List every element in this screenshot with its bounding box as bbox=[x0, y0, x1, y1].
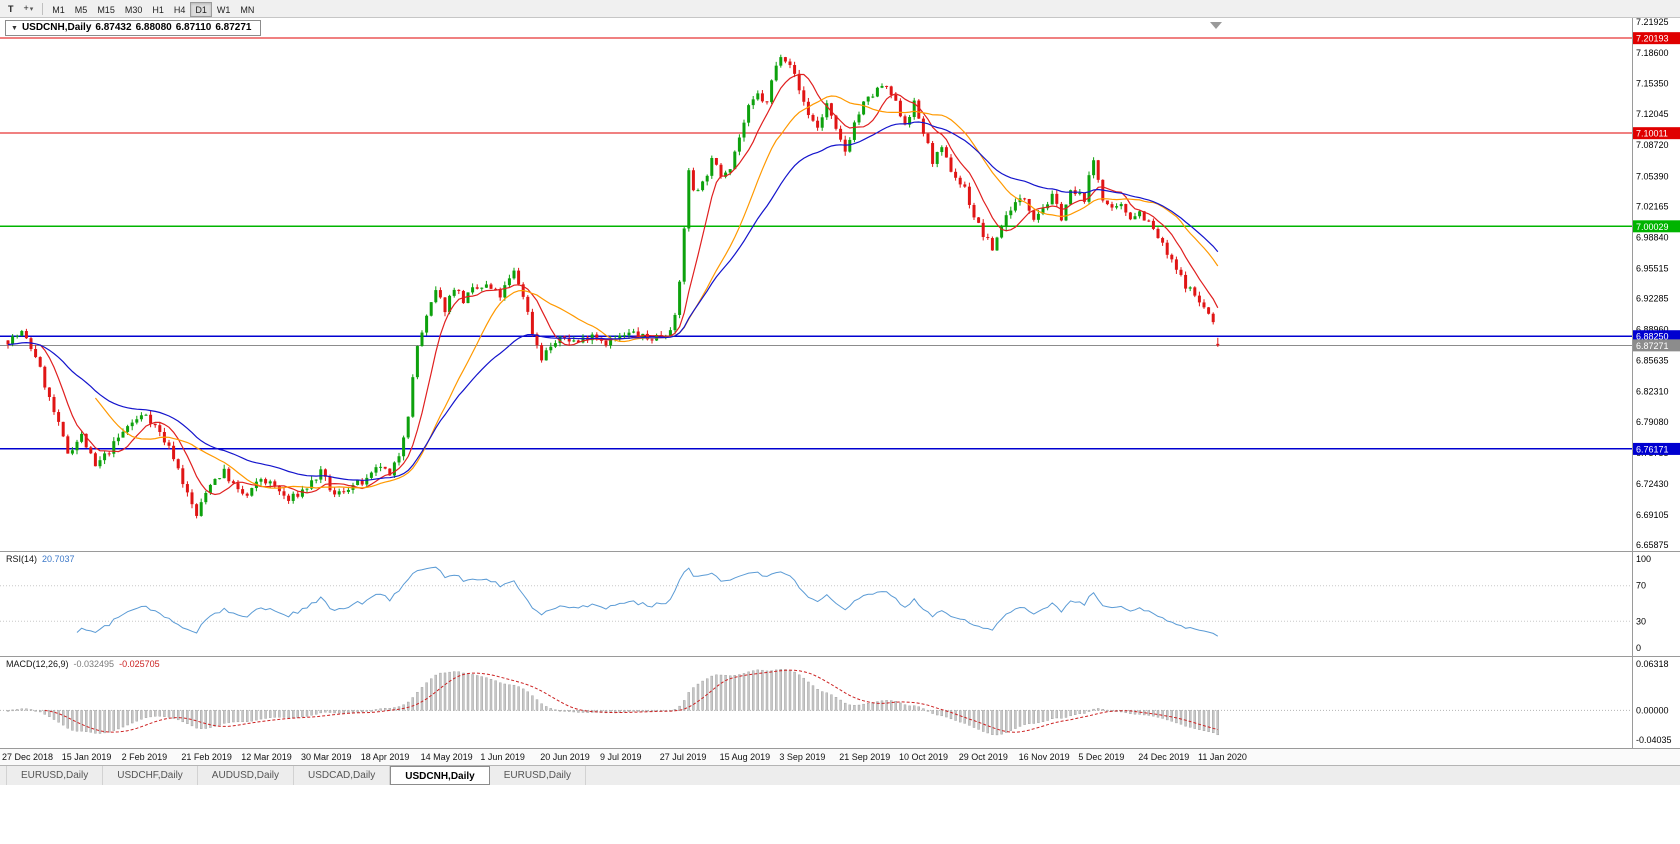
svg-text:3 Sep 2019: 3 Sep 2019 bbox=[779, 752, 825, 762]
timeframe-m15-button[interactable]: M15 bbox=[92, 2, 120, 17]
date-axis[interactable]: 27 Dec 2018 15 Jan 2019 2 Feb 2019 21 Feb 2… bbox=[2, 752, 1247, 762]
svg-text:7.05390: 7.05390 bbox=[1636, 171, 1669, 181]
timeframe-h4-button[interactable]: H4 bbox=[169, 2, 191, 17]
chart-shift-marker[interactable] bbox=[1210, 22, 1222, 29]
svg-text:6.76171: 6.76171 bbox=[1636, 444, 1669, 454]
timeframe-d1-button[interactable]: D1 bbox=[190, 2, 212, 17]
svg-text:6.88250: 6.88250 bbox=[1636, 332, 1669, 342]
ma-35-line bbox=[7, 121, 1219, 481]
svg-text:30: 30 bbox=[1636, 616, 1646, 626]
chart-tab-1-usdchf[interactable]: USDCHF,Daily bbox=[103, 766, 198, 785]
svg-text:16 Nov 2019: 16 Nov 2019 bbox=[1019, 752, 1070, 762]
low-value: 6.87110 bbox=[175, 22, 212, 33]
svg-text:30 Mar 2019: 30 Mar 2019 bbox=[301, 752, 352, 762]
chart-tabbar: EURUSD,Daily USDCHF,Daily AUDUSD,Daily USDC… bbox=[0, 765, 1680, 785]
macd-axis[interactable]: 0.06318 0.00000 -0.04035 bbox=[1636, 659, 1672, 745]
svg-text:7.12045: 7.12045 bbox=[1636, 109, 1669, 119]
open-value: 6.87432 bbox=[95, 22, 132, 33]
svg-text:27 Jul 2019: 27 Jul 2019 bbox=[660, 752, 707, 762]
rsi-line bbox=[76, 566, 1219, 637]
svg-text:6.87271: 6.87271 bbox=[1636, 341, 1669, 351]
svg-text:5 Dec 2019: 5 Dec 2019 bbox=[1078, 752, 1124, 762]
svg-text:7.20193: 7.20193 bbox=[1636, 34, 1669, 44]
macd-histogram bbox=[6, 669, 1220, 736]
svg-text:15 Jan 2019: 15 Jan 2019 bbox=[62, 752, 112, 762]
ohlc-header: ▼ USDCNH,Daily 6.87432 6.88080 6.87110 6.8727… bbox=[5, 20, 262, 36]
svg-text:29 Oct 2019: 29 Oct 2019 bbox=[959, 752, 1008, 762]
svg-text:6.69105: 6.69105 bbox=[1636, 510, 1669, 520]
chart-tab-0-eurusd[interactable]: EURUSD,Daily bbox=[6, 766, 104, 785]
chart-window: 7.21925 7.18600 7.15350 7.12045 7.08720 7.053… bbox=[0, 17, 1680, 765]
timeframe-w1-button[interactable]: W1 bbox=[212, 2, 236, 17]
svg-text:6.98840: 6.98840 bbox=[1636, 232, 1669, 242]
rsi-axis[interactable]: 100 70 30 0 bbox=[1636, 554, 1651, 653]
timeframe-m1-button[interactable]: M1 bbox=[47, 2, 70, 17]
svg-text:6.88960: 6.88960 bbox=[1636, 325, 1669, 335]
svg-text:14 May 2019: 14 May 2019 bbox=[421, 752, 473, 762]
macd-signal-line bbox=[44, 669, 1218, 733]
svg-text:7.00029: 7.00029 bbox=[1636, 222, 1669, 232]
ma-8-line bbox=[39, 73, 1219, 496]
hlines-layer bbox=[0, 37, 1633, 450]
svg-text:1 Jun 2019: 1 Jun 2019 bbox=[480, 752, 525, 762]
svg-text:6.82310: 6.82310 bbox=[1636, 387, 1669, 397]
svg-text:18 Apr 2019: 18 Apr 2019 bbox=[361, 752, 410, 762]
svg-text:7.10011: 7.10011 bbox=[1636, 129, 1668, 139]
svg-text:15 Aug 2019: 15 Aug 2019 bbox=[720, 752, 771, 762]
svg-text:20 Jun 2019: 20 Jun 2019 bbox=[540, 752, 590, 762]
collapse-arrow-icon[interactable]: ▼ bbox=[11, 25, 18, 32]
svg-text:7.18600: 7.18600 bbox=[1636, 48, 1669, 58]
svg-text:70: 70 bbox=[1636, 581, 1646, 591]
svg-text:6.92285: 6.92285 bbox=[1636, 294, 1669, 304]
svg-text:6.65875: 6.65875 bbox=[1636, 540, 1669, 550]
ma-20-line bbox=[94, 95, 1219, 489]
svg-text:0.00000: 0.00000 bbox=[1636, 705, 1669, 715]
chart-tab-5-eurusd[interactable]: EURUSD,Daily bbox=[490, 766, 586, 785]
svg-text:0.06318: 0.06318 bbox=[1636, 659, 1669, 669]
timeframe-mn-button[interactable]: MN bbox=[235, 2, 259, 17]
toolbar-separator bbox=[42, 2, 44, 15]
svg-text:11 Jan 2020: 11 Jan 2020 bbox=[1198, 752, 1247, 762]
crosshair-tool-button[interactable]: +▾ bbox=[19, 1, 39, 16]
svg-text:9 Jul 2019: 9 Jul 2019 bbox=[600, 752, 642, 762]
svg-text:0: 0 bbox=[1636, 643, 1641, 653]
svg-text:10 Oct 2019: 10 Oct 2019 bbox=[899, 752, 948, 762]
high-value: 6.88080 bbox=[135, 22, 172, 33]
timeframe-button-group: M1 M5 M15 M30 H1 H4 D1 W1 MN bbox=[47, 0, 259, 18]
svg-text:7.02165: 7.02165 bbox=[1636, 201, 1669, 211]
chart-tab-3-usdcad[interactable]: USDCAD,Daily bbox=[294, 766, 391, 785]
svg-text:6.72430: 6.72430 bbox=[1636, 479, 1669, 489]
close-value: 6.87271 bbox=[215, 22, 252, 33]
svg-text:-0.04035: -0.04035 bbox=[1636, 735, 1672, 745]
svg-text:6.79080: 6.79080 bbox=[1636, 417, 1669, 427]
dropdown-caret-icon: ▾ bbox=[29, 6, 34, 13]
svg-text:6.95515: 6.95515 bbox=[1636, 263, 1669, 273]
timeframe-m5-button[interactable]: M5 bbox=[70, 2, 93, 17]
svg-text:24 Dec 2019: 24 Dec 2019 bbox=[1138, 752, 1189, 762]
svg-text:100: 100 bbox=[1636, 554, 1651, 564]
crosshair-icon: + bbox=[23, 3, 29, 13]
svg-text:7.15350: 7.15350 bbox=[1636, 78, 1669, 88]
svg-text:6.85635: 6.85635 bbox=[1636, 356, 1669, 366]
chart-canvas[interactable]: 7.21925 7.18600 7.15350 7.12045 7.08720 7.053… bbox=[0, 17, 1680, 765]
t-button[interactable]: T bbox=[3, 1, 19, 16]
svg-text:12 Mar 2019: 12 Mar 2019 bbox=[241, 752, 292, 762]
price-axis[interactable]: 7.21925 7.18600 7.15350 7.12045 7.08720 7.053… bbox=[1636, 17, 1669, 550]
symbol-label: USDCNH,Daily bbox=[21, 22, 92, 33]
chart-tab-4-usdcnh[interactable]: USDCNH,Daily bbox=[390, 766, 490, 785]
svg-text:21 Sep 2019: 21 Sep 2019 bbox=[839, 752, 890, 762]
timeframe-h1-button[interactable]: H1 bbox=[147, 2, 169, 17]
svg-text:21 Feb 2019: 21 Feb 2019 bbox=[181, 752, 232, 762]
svg-text:7.21925: 7.21925 bbox=[1636, 17, 1669, 27]
svg-text:7.08720: 7.08720 bbox=[1636, 140, 1669, 150]
price-tags: 7.20193 7.10011 7.00029 6.88250 6.76171 6.872… bbox=[1633, 32, 1680, 455]
svg-text:2 Feb 2019: 2 Feb 2019 bbox=[122, 752, 168, 762]
svg-text:27 Dec 2018: 27 Dec 2018 bbox=[2, 752, 53, 762]
t-button-label: T bbox=[8, 3, 14, 14]
chart-tab-2-audusd[interactable]: AUDUSD,Daily bbox=[198, 766, 295, 785]
timeframe-m30-button[interactable]: M30 bbox=[120, 2, 148, 17]
toolbar: T +▾ M1 M5 M15 M30 H1 H4 D1 W1 MN bbox=[0, 0, 1680, 18]
date-strip-bg bbox=[0, 748, 1680, 765]
